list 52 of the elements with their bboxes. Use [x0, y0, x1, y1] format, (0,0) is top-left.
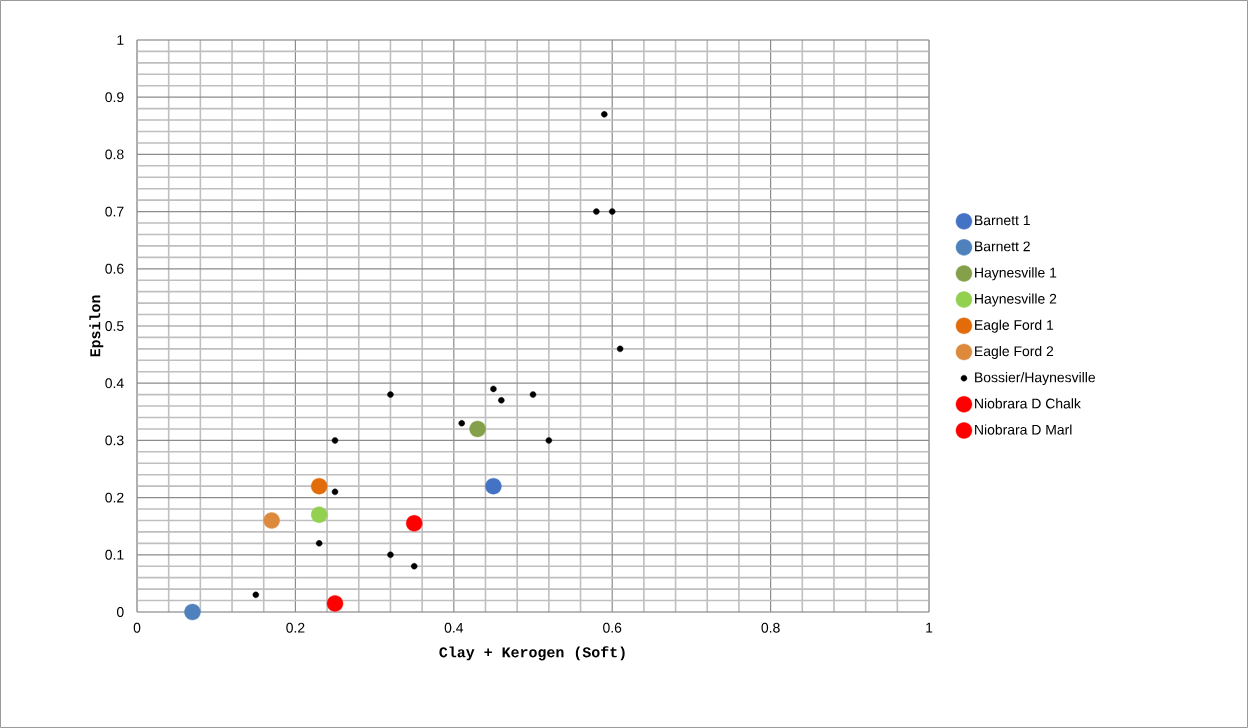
point: [331, 437, 339, 444]
point: [263, 512, 280, 529]
x-tick-label: 1: [926, 622, 933, 633]
y-tick-label: 0.1: [105, 549, 124, 560]
legend-label: Eagle Ford 1: [975, 319, 1054, 333]
point: [315, 540, 323, 547]
point: [485, 477, 502, 495]
y-tick-label: 0.2: [105, 492, 124, 503]
point: [252, 591, 260, 599]
y-tick-label: 0.7: [105, 206, 124, 217]
y-tick-label: 1: [117, 35, 124, 45]
y-tick-label: 0.6: [105, 263, 124, 274]
point: [490, 385, 497, 393]
y-tick-label: 0.8: [105, 149, 124, 160]
x-tick-label: 0.2: [286, 622, 305, 633]
legend-label: Eagle Ford 2: [975, 345, 1054, 359]
point: [545, 437, 553, 444]
point: [387, 391, 394, 398]
x-axis-title: Clay + Kerogen (Soft): [439, 646, 625, 661]
legend-label: Haynesville 1: [975, 267, 1057, 281]
point: [184, 603, 201, 621]
legend-label: Niobrara D Marl: [975, 424, 1072, 435]
point: [310, 506, 328, 523]
x-tick-label: 0.8: [761, 622, 780, 633]
point: [601, 111, 608, 118]
legend-label: Haynesville 2: [975, 293, 1057, 307]
y-tick-label: 0.5: [105, 321, 124, 331]
x-tick-label: 0.6: [603, 622, 622, 633]
legend-label: Barnett 2: [975, 241, 1030, 252]
point: [529, 391, 537, 398]
y-tick-label: 0.9: [105, 92, 124, 103]
point: [458, 420, 465, 427]
x-tick-label: 0: [133, 622, 141, 633]
legend-label: Niobrara D Chalk: [975, 398, 1081, 409]
point: [609, 208, 616, 215]
point: [498, 397, 505, 404]
point: [469, 420, 486, 438]
point: [406, 515, 423, 532]
point: [326, 595, 344, 612]
point: [387, 551, 394, 558]
y-axis-title: Epsilon: [89, 295, 104, 357]
y-tick-label: 0.4: [105, 378, 124, 389]
point: [411, 563, 418, 570]
legend-label: Barnett 1: [975, 215, 1030, 226]
point: [310, 477, 328, 495]
legend-label: Bossier/Haynesville: [975, 372, 1096, 386]
y-tick-label: 0.3: [105, 435, 124, 446]
point: [593, 208, 600, 215]
point: [616, 345, 624, 353]
y-tick-label: 0: [116, 607, 124, 617]
x-tick-label: 0.4: [444, 622, 464, 633]
point: [331, 488, 339, 496]
